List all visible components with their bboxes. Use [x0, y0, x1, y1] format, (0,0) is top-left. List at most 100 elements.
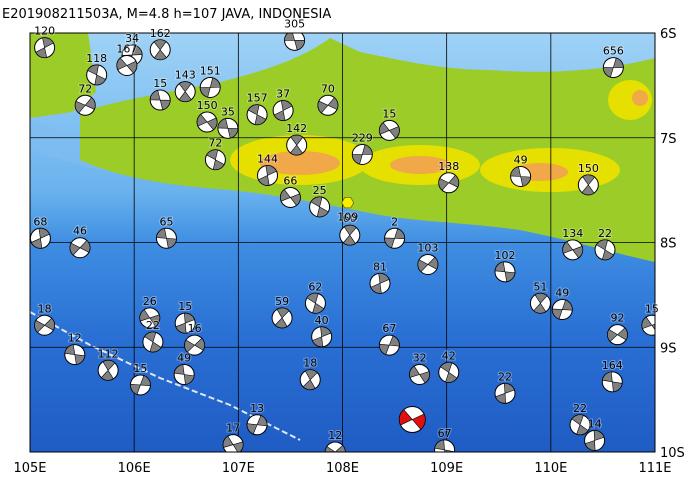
beachball — [324, 441, 346, 452]
depth-label: 2 — [391, 215, 398, 228]
depth-label: 65 — [159, 215, 173, 228]
x-tick-label: 110E — [534, 461, 567, 476]
beachball-quadrant — [156, 228, 177, 249]
depth-label: 12 — [68, 332, 82, 345]
depth-label: 22 — [573, 402, 587, 415]
beachball — [601, 371, 623, 393]
beachball — [271, 307, 293, 329]
beachball-quadrant — [379, 122, 400, 139]
beachball-quadrant — [370, 273, 390, 294]
beachball-quadrant — [280, 189, 301, 206]
beachball — [97, 359, 119, 381]
beachball-quadrant — [596, 239, 614, 261]
depth-label: 49 — [177, 351, 191, 364]
beachball — [34, 37, 56, 59]
peak — [260, 151, 340, 175]
beachball — [139, 307, 161, 329]
beachball — [174, 81, 196, 103]
beachball — [286, 134, 308, 156]
beachball — [64, 344, 86, 366]
beachball-quadrant — [206, 149, 225, 171]
beachball — [279, 186, 301, 208]
beachball-quadrant — [310, 196, 329, 218]
frame — [29, 32, 656, 453]
depth-label: 150 — [197, 99, 218, 112]
beachball-quadrant — [116, 57, 138, 74]
beachball-quadrant — [30, 228, 50, 249]
beachball — [398, 406, 426, 434]
beachball — [142, 331, 164, 353]
beachball-quadrant — [379, 335, 400, 355]
beachball — [384, 227, 406, 249]
beachball — [438, 172, 460, 194]
depth-label: 17 — [226, 422, 240, 435]
beachball — [173, 363, 195, 385]
beachball-quadrant — [178, 81, 192, 102]
depth-label: 229 — [352, 132, 373, 145]
beachball — [34, 314, 56, 336]
beachball-quadrant — [64, 344, 86, 365]
beachball — [317, 94, 339, 116]
y-tick-label: 7S — [660, 132, 677, 147]
depth-label: 12 — [328, 429, 342, 442]
depth-label: 72 — [78, 82, 92, 95]
beachball-quadrant — [603, 57, 624, 78]
depth-label: 25 — [313, 184, 327, 197]
beachball-quadrant — [440, 362, 458, 383]
depth-label: 72 — [208, 137, 222, 150]
beachball — [339, 224, 361, 246]
depth-label: 37 — [276, 88, 290, 101]
depth-label: 138 — [438, 160, 459, 173]
y-tick-label: 10S — [660, 446, 685, 461]
beachball — [494, 261, 516, 283]
x-tick-label: 108E — [326, 461, 359, 476]
beachball — [311, 326, 333, 348]
beachball-quadrant — [74, 97, 96, 114]
depth-label: 60 — [343, 212, 357, 225]
beachball-quadrant — [144, 331, 162, 353]
x-tick-label: 109E — [430, 461, 463, 476]
depth-label: 49 — [555, 287, 569, 300]
beachball-quadrant — [417, 256, 439, 273]
y-tick-label: 6S — [660, 27, 677, 42]
beachball-quadrant — [247, 104, 267, 125]
beachball — [86, 64, 108, 86]
beachball — [155, 227, 177, 249]
x-tick-label: 107E — [222, 461, 255, 476]
depth-label: 67 — [382, 322, 396, 335]
y-tick-label: 9S — [660, 341, 677, 356]
beachball — [222, 434, 244, 452]
beachball — [309, 196, 331, 218]
depth-label: 92 — [611, 312, 625, 325]
depth-label: 15 — [645, 302, 659, 315]
depth-label: 15 — [382, 107, 396, 120]
beachball — [246, 104, 268, 126]
depth-label: 15 — [178, 300, 192, 313]
beachball — [562, 239, 584, 261]
beachball — [204, 149, 226, 171]
beachball — [129, 374, 151, 396]
beachball — [304, 292, 326, 314]
beachball — [369, 272, 391, 294]
peak — [390, 156, 450, 174]
beachball — [184, 334, 206, 356]
beachball-quadrant — [581, 174, 596, 196]
depth-label: 18 — [38, 302, 52, 315]
beachball-quadrant — [438, 174, 460, 191]
beachball-quadrant — [153, 39, 167, 61]
depth-label: 46 — [73, 225, 87, 238]
beachball — [74, 94, 96, 116]
beachball — [641, 314, 655, 336]
depth-label: 68 — [33, 215, 47, 228]
beachball — [551, 299, 573, 321]
beachball-quadrant — [384, 228, 405, 249]
depth-label: 13 — [250, 402, 264, 415]
beachball — [196, 111, 218, 133]
beachball — [257, 164, 278, 186]
x-tick-label: 105E — [13, 461, 46, 476]
beachball-quadrant — [199, 77, 221, 98]
depth-label: 143 — [175, 69, 196, 82]
beachball — [584, 429, 606, 451]
beachball-quadrant — [184, 337, 205, 353]
beachball — [510, 166, 532, 188]
